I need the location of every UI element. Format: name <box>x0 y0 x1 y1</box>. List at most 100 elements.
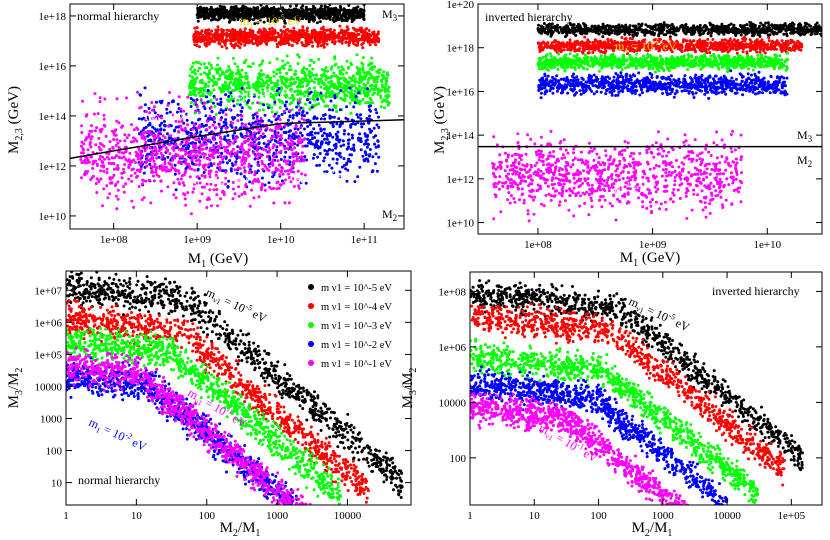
data-point <box>233 62 237 66</box>
data-point <box>319 44 323 48</box>
data-point <box>308 87 311 90</box>
data-point <box>218 125 222 129</box>
data-point <box>262 20 266 24</box>
data-point <box>191 127 195 131</box>
data-point <box>216 144 220 148</box>
data-point <box>261 132 265 136</box>
data-point <box>322 38 326 42</box>
data-point <box>273 100 277 104</box>
data-point <box>284 130 288 134</box>
data-point <box>259 69 263 73</box>
data-point <box>277 163 281 167</box>
data-point <box>375 111 379 115</box>
data-point <box>130 179 134 183</box>
data-point <box>367 29 371 32</box>
data-point <box>279 29 283 32</box>
data-point <box>254 138 258 142</box>
data-point <box>208 71 211 75</box>
data-point <box>242 161 246 165</box>
data-point <box>198 94 202 98</box>
data-point <box>177 160 181 164</box>
data-point <box>384 78 388 82</box>
data-point <box>237 83 241 86</box>
data-point <box>329 28 332 31</box>
data-point <box>80 176 83 180</box>
data-point <box>209 91 213 95</box>
data-point <box>246 64 250 68</box>
data-point <box>216 29 219 33</box>
data-point <box>301 111 305 114</box>
data-point <box>302 34 306 38</box>
data-point <box>239 150 242 154</box>
data-point <box>199 31 203 35</box>
data-point <box>345 28 349 32</box>
data-point <box>228 108 232 111</box>
data-point <box>240 114 244 118</box>
data-point <box>342 76 346 80</box>
data-point <box>304 102 308 106</box>
data-point <box>366 101 370 104</box>
data-point <box>330 7 334 11</box>
data-point <box>248 14 252 18</box>
data-point <box>233 138 237 142</box>
data-point <box>349 123 353 126</box>
data-point <box>268 14 272 18</box>
data-point <box>353 77 357 81</box>
data-point <box>341 67 345 71</box>
data-point <box>350 98 354 102</box>
data-point <box>338 70 342 74</box>
data-point <box>362 9 366 13</box>
data-point <box>211 101 215 105</box>
data-point <box>338 108 342 112</box>
data-point <box>276 159 280 163</box>
data-point <box>238 73 242 76</box>
data-point <box>298 99 301 103</box>
data-point <box>353 89 357 93</box>
data-point <box>245 35 249 39</box>
data-point <box>192 123 196 127</box>
data-point <box>231 35 235 39</box>
data-point <box>197 91 201 95</box>
data-point <box>315 103 319 107</box>
data-point <box>198 45 201 49</box>
data-point <box>137 117 141 121</box>
data-point <box>253 157 257 161</box>
data-point <box>282 181 286 185</box>
data-point <box>317 9 321 13</box>
data-point <box>218 154 222 158</box>
data-point <box>230 74 234 78</box>
data-point <box>339 89 343 92</box>
data-point <box>308 64 312 67</box>
data-point <box>238 103 242 107</box>
data-point <box>216 151 220 155</box>
data-point <box>251 101 255 105</box>
data-point <box>336 130 340 134</box>
data-point <box>367 121 371 125</box>
data-point <box>267 168 271 172</box>
data-point <box>140 182 144 186</box>
data-point <box>373 142 377 146</box>
data-point <box>284 150 288 154</box>
data-point <box>231 9 235 13</box>
data-point <box>301 144 305 148</box>
data-point <box>240 110 244 113</box>
data-point <box>227 74 231 78</box>
data-point <box>325 42 329 46</box>
data-point <box>344 40 348 44</box>
data-point <box>287 8 291 12</box>
data-point <box>243 190 246 194</box>
data-point <box>294 72 297 76</box>
data-point <box>241 155 245 159</box>
data-point <box>115 154 118 158</box>
data-point <box>265 42 269 46</box>
panel-top-right: 1e+08 1e+09 1e+101e+101e+121e+141e+161e+18… <box>432 0 823 269</box>
data-point <box>370 66 374 69</box>
data-point <box>261 167 265 171</box>
data-point <box>176 153 180 157</box>
data-point <box>211 33 215 37</box>
data-point <box>230 95 234 99</box>
data-point <box>214 141 218 145</box>
data-point <box>366 81 370 85</box>
data-point <box>294 69 298 73</box>
data-point <box>284 33 288 37</box>
